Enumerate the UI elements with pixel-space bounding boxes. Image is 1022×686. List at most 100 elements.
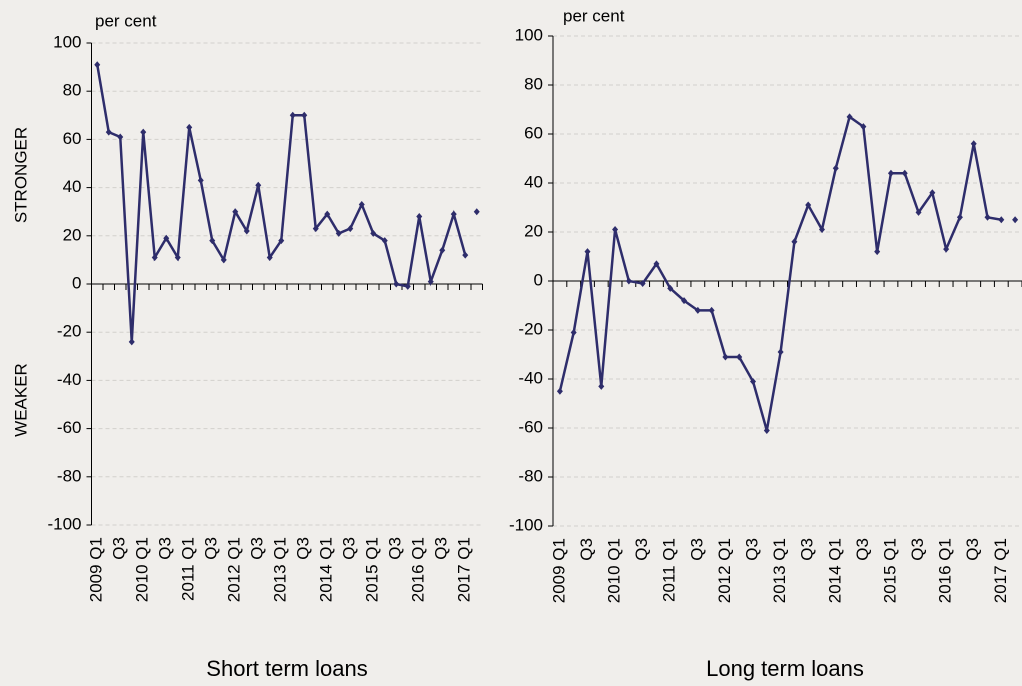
x-tick-label: Q3 xyxy=(632,538,651,561)
y-tick-label: 80 xyxy=(524,74,543,93)
chart-title: Long term loans xyxy=(706,656,864,681)
y-tick-label: 0 xyxy=(534,270,543,289)
data-point xyxy=(312,225,319,233)
x-tick-label: 2015 Q1 xyxy=(363,537,382,602)
data-point xyxy=(860,123,867,131)
data-point xyxy=(763,426,770,434)
y-tick-label: -100 xyxy=(509,515,543,534)
annotation: WEAKER xyxy=(11,363,30,437)
x-tick-label: 2016 Q1 xyxy=(409,537,428,602)
y-tick-label: 80 xyxy=(63,81,82,100)
x-tick-label: 2013 Q1 xyxy=(770,538,789,603)
data-point xyxy=(94,61,101,69)
x-tick-label: 2017 Q1 xyxy=(991,538,1010,603)
x-tick-label: 2011 Q1 xyxy=(660,538,679,602)
data-point xyxy=(301,111,308,119)
data-point xyxy=(708,306,715,314)
y-tick-label: 60 xyxy=(524,123,543,142)
data-point xyxy=(818,226,825,234)
data-point xyxy=(694,306,701,314)
x-tick-label: Q3 xyxy=(577,538,596,561)
data-point xyxy=(243,227,250,235)
data-point xyxy=(289,111,296,119)
x-tick-label: 2009 Q1 xyxy=(549,538,568,603)
x-tick-label: 2016 Q1 xyxy=(936,538,955,603)
y-tick-label: 40 xyxy=(524,172,543,191)
data-point xyxy=(805,201,812,209)
data-point xyxy=(612,226,619,234)
data-point xyxy=(186,123,193,131)
data-point xyxy=(255,181,262,189)
data-point xyxy=(439,246,446,254)
data-point xyxy=(667,284,674,292)
data-point xyxy=(220,256,227,264)
data-point xyxy=(324,210,331,218)
data-point xyxy=(393,280,400,288)
x-tick-label: Q3 xyxy=(110,537,129,560)
data-point xyxy=(462,251,469,259)
data-point xyxy=(197,176,204,184)
x-tick-label: Q3 xyxy=(853,538,872,561)
y-tick-label: 100 xyxy=(53,32,81,51)
chart-title: Short term loans xyxy=(206,656,367,681)
data-point xyxy=(956,213,963,221)
data-point xyxy=(416,213,423,221)
data-point xyxy=(381,237,388,245)
x-tick-label: 2013 Q1 xyxy=(271,537,290,602)
x-tick-label: Q3 xyxy=(798,538,817,561)
data-point xyxy=(791,238,798,246)
data-point xyxy=(266,253,273,261)
data-point xyxy=(128,338,135,346)
x-tick-label: Q3 xyxy=(963,538,982,561)
data-point xyxy=(846,113,853,121)
y-unit-label: per cent xyxy=(563,6,625,25)
data-point xyxy=(163,234,170,242)
data-point xyxy=(347,225,354,233)
data-point xyxy=(681,297,688,305)
data-point xyxy=(722,353,729,361)
data-point xyxy=(984,213,991,221)
data-point xyxy=(1012,216,1019,224)
data-point xyxy=(404,282,411,290)
data-point xyxy=(117,133,124,141)
data-point xyxy=(473,208,480,216)
data-point xyxy=(832,164,839,172)
y-tick-label: -80 xyxy=(57,466,82,485)
x-tick-label: 2012 Q1 xyxy=(715,538,734,603)
x-tick-label: 2009 Q1 xyxy=(87,537,106,602)
y-tick-label: -20 xyxy=(57,322,82,341)
data-point xyxy=(209,237,216,245)
data-point xyxy=(140,128,147,136)
data-point xyxy=(915,208,922,216)
data-point xyxy=(335,229,342,237)
y-tick-label: -40 xyxy=(518,368,543,387)
data-point xyxy=(556,387,563,395)
data-point xyxy=(105,128,112,136)
data-point xyxy=(278,237,285,245)
y-tick-label: -80 xyxy=(518,466,543,485)
data-point xyxy=(777,348,784,356)
data-point xyxy=(874,248,881,256)
y-tick-label: 20 xyxy=(63,225,82,244)
data-point xyxy=(901,169,908,177)
x-tick-label: 2014 Q1 xyxy=(825,538,844,603)
data-point xyxy=(970,140,977,148)
data-point xyxy=(887,169,894,177)
x-tick-label: 2011 Q1 xyxy=(179,537,198,601)
y-tick-label: 20 xyxy=(524,221,543,240)
data-point xyxy=(639,279,646,287)
data-point xyxy=(653,260,660,268)
y-tick-label: -60 xyxy=(518,417,543,436)
data-point xyxy=(943,245,950,253)
y-tick-label: -60 xyxy=(57,418,82,437)
data-point xyxy=(427,278,434,286)
x-tick-label: 2017 Q1 xyxy=(455,537,474,602)
x-tick-label: Q3 xyxy=(156,537,175,560)
y-tick-label: 0 xyxy=(72,273,81,292)
annotation: STRONGER xyxy=(11,127,30,223)
data-point xyxy=(998,216,1005,224)
data-point xyxy=(736,353,743,361)
data-point xyxy=(750,377,757,385)
